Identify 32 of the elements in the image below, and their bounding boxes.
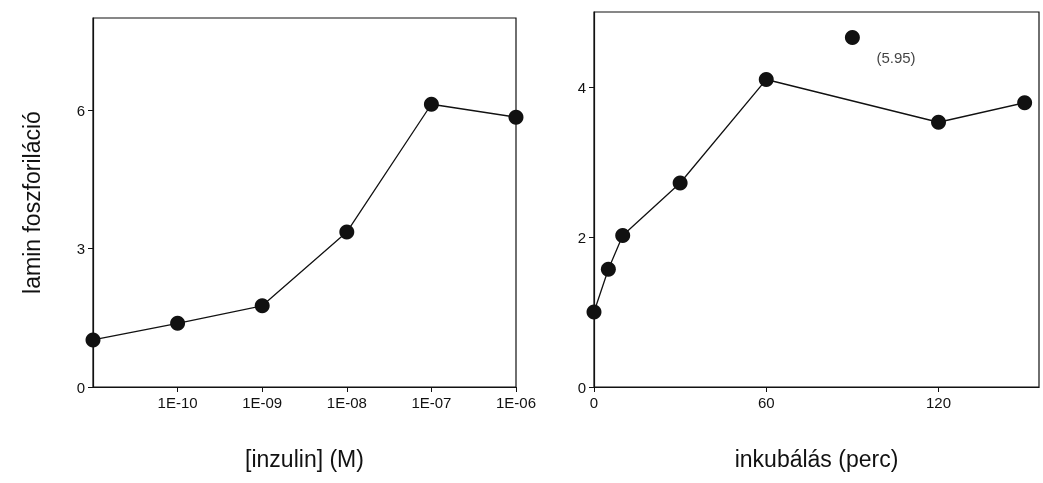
point: [85, 332, 101, 348]
x-axis-title: [inzulin] (M): [245, 445, 364, 472]
y-tick-label: 0: [76, 378, 85, 396]
x-tick-label: 0: [589, 394, 599, 411]
point: [423, 96, 439, 112]
point: [586, 304, 602, 320]
x-tick-label: 1E-06: [495, 394, 537, 411]
y-tick-label: 3: [76, 240, 85, 258]
point: [931, 114, 947, 130]
x-tick-label: 60: [757, 394, 775, 411]
point: [758, 72, 774, 87]
x-tick-label: 120: [926, 394, 952, 411]
point: [339, 224, 355, 240]
x-tick-label: 1E-10: [157, 394, 198, 411]
point: [1017, 95, 1033, 111]
y-tick-label: 0: [577, 378, 586, 396]
x-tick-label: 1E-08: [326, 394, 367, 411]
x-tick-label: 1E-07: [411, 394, 452, 411]
point: [254, 298, 270, 314]
y-tick-label: 6: [76, 101, 85, 119]
point: [615, 228, 631, 243]
point: [508, 109, 524, 125]
point: [672, 175, 688, 191]
x-tick-label: 1E-09: [242, 394, 283, 411]
point: [170, 315, 186, 331]
point: [600, 261, 616, 277]
y-tick-label: 4: [577, 78, 586, 96]
y-axis-title: lamin foszforiláció: [18, 111, 45, 294]
y-tick-label: 2: [577, 228, 586, 246]
point: [844, 30, 860, 45]
x-axis-title: inkubálás (perc): [734, 445, 899, 472]
annotation: (5.95): [876, 48, 916, 66]
